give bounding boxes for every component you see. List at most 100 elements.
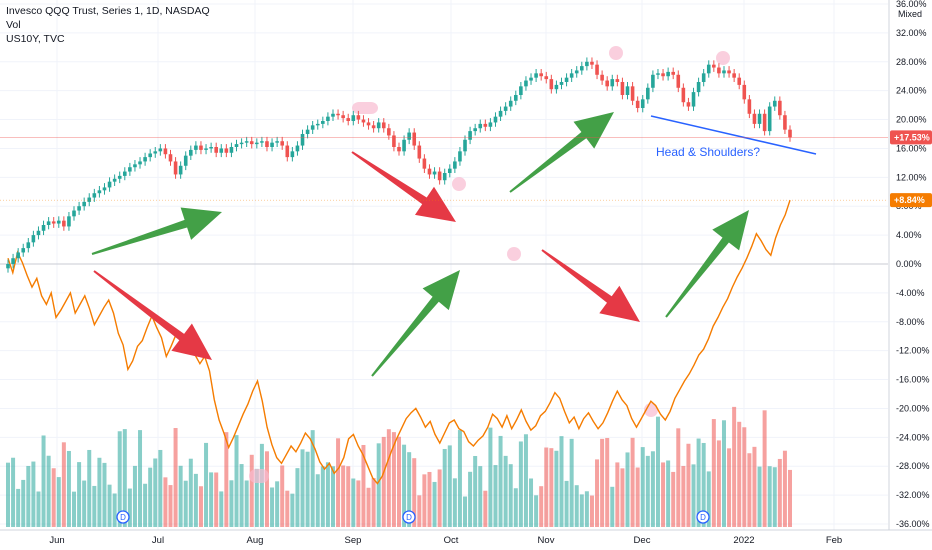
volume-bar bbox=[752, 446, 757, 527]
candle bbox=[513, 95, 518, 101]
candle bbox=[402, 139, 406, 152]
dividend-marker-label: D bbox=[700, 513, 706, 522]
candle bbox=[397, 147, 401, 152]
candle bbox=[183, 155, 188, 166]
volume-bar bbox=[178, 465, 183, 527]
volume-bar bbox=[77, 462, 82, 527]
x-tick-label: Jun bbox=[49, 535, 64, 546]
volume-bar bbox=[66, 450, 71, 527]
neckline-trendline[interactable] bbox=[650, 115, 817, 155]
candle bbox=[31, 235, 36, 243]
volume-bar bbox=[605, 437, 610, 527]
volume-bar bbox=[518, 441, 523, 527]
dividend-marker[interactable] bbox=[402, 510, 416, 524]
volume-bar bbox=[584, 491, 589, 527]
candle bbox=[376, 122, 381, 129]
volume-bar bbox=[229, 480, 234, 527]
volume-bar bbox=[209, 472, 214, 527]
last-value-badge bbox=[890, 130, 932, 145]
candle bbox=[46, 221, 51, 225]
candle bbox=[717, 67, 721, 74]
candle bbox=[447, 168, 452, 173]
volume-bar bbox=[640, 447, 645, 527]
candle bbox=[56, 220, 61, 224]
candle bbox=[524, 80, 528, 87]
y-tick-label: 12.00% bbox=[896, 172, 927, 182]
y-tick-label: -8.00% bbox=[896, 317, 925, 327]
candle bbox=[112, 178, 117, 182]
dividend-marker-label: D bbox=[406, 513, 412, 522]
candle bbox=[168, 154, 173, 162]
candle bbox=[194, 145, 198, 150]
volume-bar bbox=[600, 438, 605, 527]
volume-bar bbox=[478, 466, 483, 527]
y-tick-label: 24.00% bbox=[896, 86, 927, 96]
volume-bar bbox=[452, 478, 457, 527]
volume-bar bbox=[193, 473, 198, 527]
y-tick-label: -36.00% bbox=[896, 519, 930, 529]
time-axis[interactable]: Jun Jul Aug Sep Oct Nov Dec 2022 Feb bbox=[0, 529, 932, 546]
volume-bar bbox=[198, 486, 203, 527]
candle bbox=[351, 115, 356, 121]
candle bbox=[686, 102, 691, 107]
scale-mode-label[interactable]: Mixed bbox=[898, 9, 922, 19]
volume-bar bbox=[371, 478, 376, 527]
price-axis[interactable]: 36.00% 32.00% 28.00% 24.00% 20.00% 16.00% 12.0… bbox=[888, 0, 930, 530]
highlight-marker bbox=[352, 102, 378, 114]
candle bbox=[412, 132, 417, 146]
volume-bar bbox=[732, 406, 737, 527]
candle bbox=[315, 123, 320, 126]
chart-legend: Invesco QQQ Trust, Series 1, 1D, NASDAQ … bbox=[6, 4, 210, 46]
candle bbox=[712, 64, 716, 68]
candle bbox=[407, 132, 411, 140]
y-tick-label: -12.00% bbox=[896, 346, 930, 356]
candle bbox=[635, 100, 640, 108]
candle bbox=[432, 171, 437, 175]
volume-bar bbox=[620, 468, 625, 527]
candle bbox=[544, 76, 549, 80]
candle bbox=[16, 252, 20, 259]
volume-bar bbox=[468, 471, 473, 527]
candle bbox=[585, 61, 589, 67]
symbol-title[interactable]: Invesco QQQ Trust, Series 1, 1D, NASDAQ bbox=[6, 5, 210, 17]
volume-bar bbox=[483, 490, 488, 527]
trend-arrows bbox=[91, 112, 749, 377]
candle bbox=[615, 79, 620, 82]
us10y-series-line[interactable] bbox=[7, 199, 791, 485]
candle bbox=[290, 151, 295, 158]
candle bbox=[767, 106, 772, 132]
volume-bar bbox=[534, 495, 539, 527]
volume-bar bbox=[711, 419, 716, 527]
candle bbox=[427, 168, 432, 175]
compare-symbol-label[interactable]: US10Y, TVC bbox=[6, 33, 65, 45]
volume-label[interactable]: Vol bbox=[6, 19, 21, 31]
volume-bar bbox=[122, 429, 127, 527]
volume-bar bbox=[762, 410, 767, 527]
candle bbox=[519, 86, 523, 95]
candle bbox=[742, 84, 747, 100]
volume-bar bbox=[239, 464, 244, 527]
volume-bar bbox=[92, 485, 97, 527]
volume-bar bbox=[782, 450, 787, 527]
volume-bar bbox=[503, 455, 508, 527]
volume-bar bbox=[610, 486, 615, 527]
volume-bar bbox=[671, 471, 676, 527]
candle bbox=[783, 115, 787, 130]
volume-bar bbox=[635, 467, 640, 527]
volume-bar bbox=[168, 485, 173, 527]
candle bbox=[580, 66, 584, 71]
candle bbox=[189, 149, 193, 156]
volume-bar bbox=[163, 477, 168, 527]
volume-bar bbox=[336, 438, 341, 527]
neckline-line[interactable] bbox=[650, 115, 817, 155]
volume-bar bbox=[11, 457, 16, 527]
candle bbox=[564, 77, 569, 82]
y-tick-label: -24.00% bbox=[896, 432, 930, 442]
candle bbox=[92, 193, 97, 198]
dividend-marker[interactable] bbox=[696, 510, 710, 524]
candle bbox=[681, 87, 686, 103]
volume-bar bbox=[661, 462, 666, 527]
dividend-marker[interactable] bbox=[116, 510, 130, 524]
